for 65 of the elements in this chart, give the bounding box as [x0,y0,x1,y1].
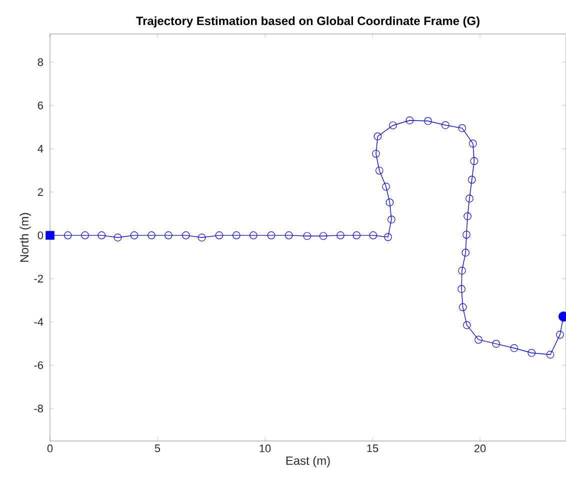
point [546,350,554,359]
chart-title: Trajectory Estimation based on Global Coordinate Frame (G) [136,16,480,28]
point [389,121,397,130]
point [374,132,382,140]
point [388,216,396,224]
point [528,348,536,357]
point [249,231,258,240]
point [375,166,384,175]
point [462,248,470,257]
point [382,182,390,191]
point [384,233,392,241]
y-tick-label: 2 [38,188,43,196]
y-tick-label: 6 [38,102,43,110]
point [458,303,467,312]
point [372,150,380,158]
point [284,231,293,240]
point [510,344,518,352]
point [469,140,477,148]
point [303,232,312,240]
x-tick-label: 0 [47,444,53,452]
point [458,285,466,293]
point [441,121,450,130]
y-tick-label: -6 [34,361,43,370]
point [352,231,360,240]
point [462,230,470,239]
y-tick-label: 0 [38,231,44,240]
point [386,198,394,206]
point [81,231,89,240]
point [470,157,478,165]
point [462,321,471,330]
point [267,231,276,240]
y-tick-label: -8 [34,404,43,412]
point [466,194,474,202]
y-tick-label: -2 [34,274,43,282]
point [424,117,432,125]
point [369,231,378,240]
point [492,340,500,348]
point [464,212,472,220]
point [98,231,106,240]
x-axis-title: East (m) [286,456,330,468]
point [130,231,138,240]
x-tick-label: 20 [474,444,486,452]
y-tick-label: 4 [38,144,44,153]
point [406,116,414,124]
point [215,231,224,240]
x-tick-label: 5 [154,444,160,452]
point [458,124,466,132]
point [114,234,122,242]
point [64,231,72,240]
y-axis-title: North (m) [20,213,31,262]
point [474,336,482,344]
point [336,231,344,240]
x-tick-label: 15 [367,444,378,452]
y-tick-label: 8 [38,58,43,66]
point [319,232,328,240]
y-tick-label: -4 [34,318,44,326]
point [556,330,564,339]
point [468,176,476,184]
point [182,231,190,240]
point [198,234,206,242]
x-tick-label: 10 [260,444,271,452]
point [164,231,172,240]
point [458,266,466,275]
point [232,231,240,240]
point [148,231,156,240]
